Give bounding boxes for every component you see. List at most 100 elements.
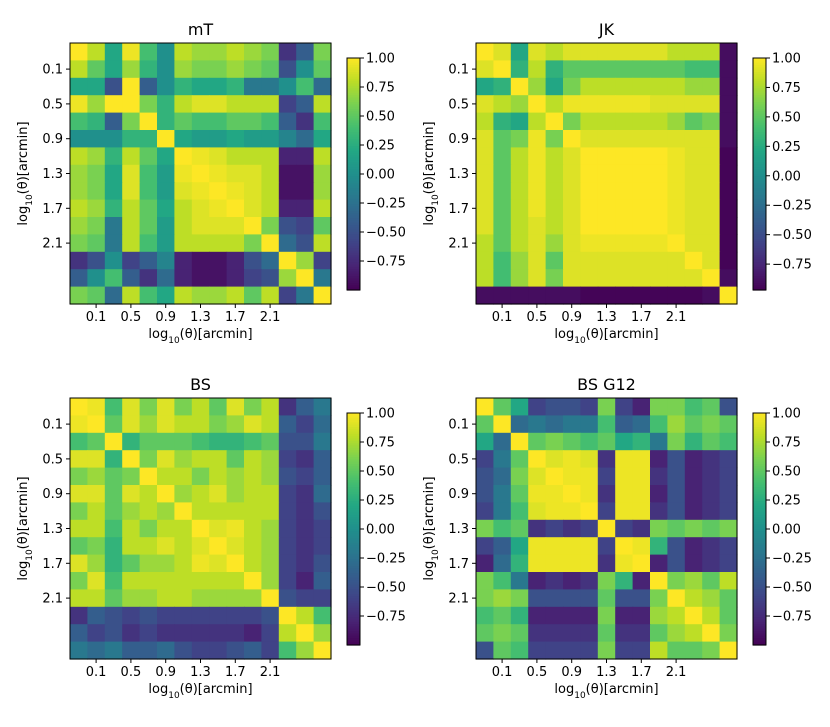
y-tick-label: 0.1 [42, 63, 63, 78]
heatmap-cell-r9-c6 [580, 199, 599, 218]
colorbar-segment [347, 206, 360, 210]
heatmap-cell-r3-c11 [261, 95, 280, 114]
heatmap-cell-r1-c2 [510, 415, 529, 434]
heatmap-cell-r8-c8 [209, 182, 228, 201]
heatmap-cell-r8-c14 [313, 182, 332, 201]
colorbar-tick-label: 0.50 [366, 465, 395, 480]
colorbar-segment [753, 612, 766, 616]
colorbar-segment [347, 413, 360, 416]
heatmap-cell-r1-c0 [476, 60, 494, 79]
heatmap-cell-r2-c12 [684, 77, 703, 96]
heatmap-cell-r5-c1 [87, 485, 106, 503]
colorbar-segment [347, 573, 360, 576]
heatmap-cell-r3-c5 [157, 450, 175, 469]
colorbar-tick-label: 0.00 [366, 523, 395, 538]
heatmap-cell-r3-c11 [667, 450, 686, 469]
colorbar-segment [347, 438, 360, 442]
heatmap-cell-r11-c6 [580, 589, 599, 608]
colorbar-segment [347, 97, 360, 101]
heatmap-cell-r0-c0 [70, 43, 88, 61]
colorbar-segment [347, 76, 360, 80]
x-tick-label: 1.7 [631, 665, 652, 680]
heatmap-cell-r12-c3 [528, 251, 547, 270]
heatmap-cell-r12-c10 [650, 606, 668, 625]
heatmap-cell-r9-c11 [261, 554, 280, 573]
heatmap-cell-r7-c13 [702, 519, 721, 538]
heatmap-cell-r10-c6 [580, 572, 599, 590]
heatmap-cell-r6-c2 [510, 502, 529, 521]
heatmap-cell-r14-c8 [209, 286, 228, 305]
heatmap-cell-r3-c13 [702, 450, 721, 469]
heatmap-cell-r5-c13 [296, 485, 315, 503]
heatmap-cell-r8-c10 [650, 182, 668, 201]
heatmap-cell-r3-c12 [278, 450, 297, 469]
colorbar-segment [347, 227, 360, 231]
heatmap-cell-r10-c5 [563, 572, 581, 590]
heatmap-cell-r1-c9 [632, 415, 651, 434]
colorbar-segment [753, 631, 766, 634]
heatmap-cell-r8-c6 [174, 537, 193, 556]
x-axis-label-theta-unit: (θ)[arcmin] [180, 327, 253, 342]
y-axis-label-theta-unit: (θ)[arcmin] [422, 121, 437, 194]
colorbar-segment [753, 257, 766, 261]
heatmap-cell-r7-c9 [632, 519, 651, 538]
colorbar-segment [753, 90, 766, 94]
heatmap-cell-r2-c0 [476, 77, 494, 96]
heatmap-cell-r1-c1 [493, 415, 512, 434]
heatmap-cell-r6-c14 [719, 502, 738, 521]
heatmap-cell-r11-c14 [313, 589, 332, 608]
heatmap-cell-r11-c10 [244, 589, 262, 608]
colorbar-segment [347, 556, 360, 560]
heatmap-cell-r10-c6 [174, 217, 193, 235]
heatmap-cell-r13-c1 [87, 624, 106, 643]
colorbar-segment [753, 245, 766, 249]
heatmap-cell-r2-c9 [226, 432, 245, 451]
colorbar-segment [753, 204, 766, 208]
heatmap-cell-r7-c12 [278, 519, 297, 538]
heatmap-cell-r3-c3 [528, 450, 547, 469]
heatmap-cell-r2-c14 [313, 432, 332, 451]
heatmap-cell-r5-c6 [174, 485, 193, 503]
colorbar-segment [347, 243, 360, 247]
colorbar-segment [753, 491, 766, 495]
heatmap-cell-r0-c0 [476, 43, 494, 61]
panel-bs-g12: BS G12 0.1 0.1 0.5 0.5 0.9 0.9 1.3 1.3 1.7 1.7 2.1 2… [422, 375, 812, 701]
heatmap-cell-r7-c10 [244, 164, 262, 183]
colorbar-segment [753, 81, 766, 85]
heatmap-cell-r8-c6 [580, 182, 599, 201]
colorbar-segment [347, 482, 360, 486]
heatmap-cell-r5-c1 [87, 130, 106, 148]
heatmap-cell-r6-c11 [261, 147, 280, 166]
heatmap-cell-r6-c12 [684, 147, 703, 166]
heatmap-cell-r8-c3 [122, 537, 141, 556]
heatmap-cell-r8-c2 [104, 182, 123, 201]
heatmap-cell-r9-c6 [174, 554, 193, 573]
heatmap-cell-r5-c10 [244, 130, 262, 148]
heatmap-cell-r11-c7 [191, 589, 210, 608]
colorbar-segment [753, 243, 766, 247]
heatmap-cell-r0-c9 [632, 398, 651, 416]
heatmap-cell-r8-c11 [261, 182, 280, 201]
heatmap-cell-r8-c0 [70, 537, 88, 556]
panel-mt: mT 0.1 0.1 0.5 0.5 0.9 0.9 1.3 1.3 1.7 1.7 2.1 2.1 lo… [16, 20, 406, 346]
heatmap-cell-r14-c9 [226, 286, 245, 305]
colorbar-segment [753, 584, 766, 588]
heatmap-cell-r3-c0 [476, 95, 494, 114]
heatmap-cell-r0-c5 [563, 398, 581, 416]
heatmap-cell-r2-c13 [702, 77, 721, 96]
heatmap-cell-r13-c10 [650, 624, 668, 643]
heatmap-cells [476, 43, 738, 305]
colorbar-segment [347, 148, 360, 152]
heatmap-cell-r11-c13 [702, 234, 721, 253]
heatmap-cell-r12-c7 [191, 251, 210, 270]
heatmap-cell-r14-c13 [296, 286, 315, 305]
colorbar-segment [347, 433, 360, 437]
heatmap-cell-r11-c9 [226, 234, 245, 253]
heatmap-cell-r5-c3 [122, 130, 141, 148]
heatmap-cell-r3-c10 [244, 450, 262, 469]
heatmap-cell-r11-c11 [261, 589, 280, 608]
heatmap-cell-r14-c4 [545, 286, 564, 305]
heatmap-cell-r8-c7 [191, 537, 210, 556]
heatmap-cell-r4-c8 [615, 112, 634, 131]
heatmap-cell-r14-c3 [122, 286, 141, 305]
